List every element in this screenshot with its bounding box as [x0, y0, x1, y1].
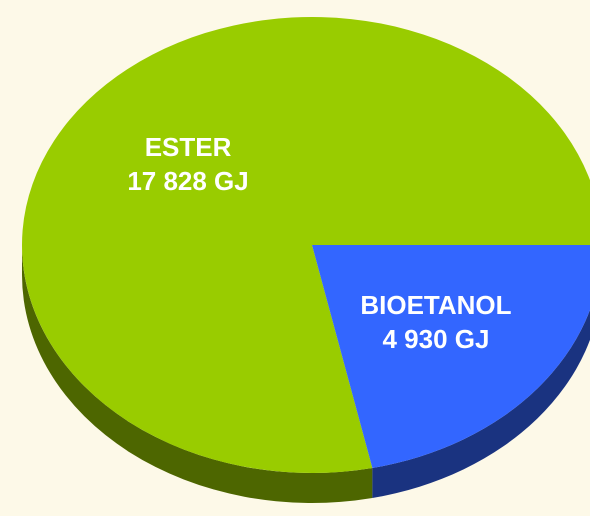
slice	[22, 17, 590, 473]
slice-label: ESTER	[145, 132, 232, 162]
slice-label: BIOETANOL	[360, 290, 511, 320]
value-label: 17 828 GJ	[127, 166, 248, 196]
slice	[312, 245, 590, 469]
slice-side	[372, 309, 590, 499]
slice-side	[22, 245, 373, 503]
value-label: 4 930 GJ	[382, 324, 489, 354]
